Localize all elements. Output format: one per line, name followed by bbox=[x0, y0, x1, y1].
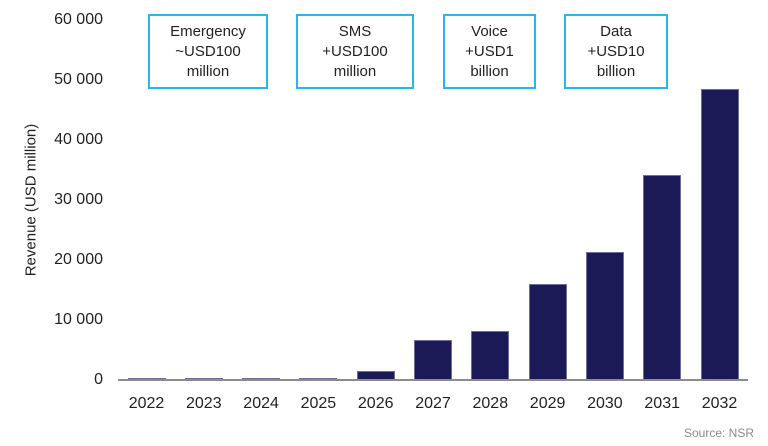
annotation-box: Voice +USD1 billion bbox=[443, 14, 536, 89]
bar-2032 bbox=[700, 89, 739, 380]
annotation-line: +USD10 bbox=[587, 42, 645, 60]
annotation-box: SMS +USD100 million bbox=[296, 14, 414, 89]
annotation-line: million bbox=[333, 62, 377, 80]
bar-2028 bbox=[471, 331, 510, 380]
bar-2027 bbox=[414, 339, 452, 380]
annotation-line: Data bbox=[600, 22, 632, 40]
annotation-line: +USD100 bbox=[322, 42, 388, 60]
y-axis-label: Revenue (USD million) bbox=[22, 123, 40, 277]
annotation-box: Data +USD10 billion bbox=[564, 14, 668, 89]
x-tick-label: 2022 bbox=[128, 395, 165, 412]
x-tick-label: 2030 bbox=[587, 395, 623, 412]
annotation-line: Voice bbox=[471, 22, 508, 40]
annotation-line: Emergency bbox=[170, 22, 246, 40]
annotation-line: million bbox=[186, 62, 230, 80]
bar-2029 bbox=[528, 284, 567, 380]
annotation-line: +USD1 bbox=[465, 42, 514, 60]
annotation-line: SMS bbox=[338, 22, 372, 40]
y-tick-label: 40 000 bbox=[54, 131, 103, 148]
x-tick-label: 2031 bbox=[644, 395, 680, 412]
annotation-line: billion bbox=[470, 62, 509, 80]
x-tick-label: 2025 bbox=[300, 395, 337, 412]
y-tick-label: 20 000 bbox=[54, 251, 103, 268]
y-tick-label: 0 bbox=[94, 371, 103, 388]
x-tick-label: 2029 bbox=[529, 395, 566, 412]
annotation-line: ~USD100 bbox=[175, 42, 241, 60]
y-tick-label: 10 000 bbox=[54, 311, 103, 328]
bar-2031 bbox=[643, 175, 682, 380]
y-tick-label: 30 000 bbox=[54, 191, 103, 208]
bar-2030 bbox=[585, 252, 624, 380]
annotation-box: Emergency ~USD100 million bbox=[148, 14, 268, 89]
x-axis-line bbox=[118, 379, 748, 381]
x-tick-label: 2026 bbox=[357, 395, 394, 412]
x-tick-label: 2023 bbox=[186, 395, 222, 412]
x-tick-label: 2027 bbox=[415, 395, 451, 412]
x-tick-label: 2028 bbox=[472, 395, 509, 412]
x-tick-label: 2032 bbox=[701, 395, 738, 412]
annotation-line: billion bbox=[596, 62, 636, 80]
x-tick-label: 2024 bbox=[243, 395, 279, 412]
source-note: Source: NSR bbox=[683, 426, 754, 440]
y-tick-label: 60 000 bbox=[54, 11, 103, 28]
y-tick-label: 50 000 bbox=[54, 71, 103, 88]
